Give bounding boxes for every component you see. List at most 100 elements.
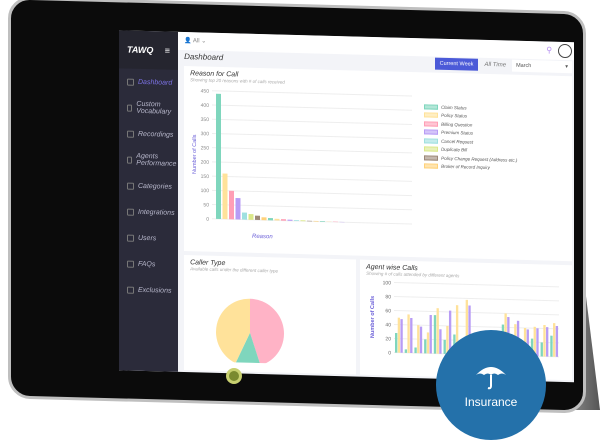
legend-swatch	[424, 113, 438, 118]
sidebar-item[interactable]: Integrations	[119, 198, 178, 226]
nav-icon	[127, 156, 132, 163]
all-time-button[interactable]: All Time	[484, 62, 506, 69]
nav-icon	[127, 78, 134, 85]
y-tick-label: 350	[201, 117, 210, 123]
bar[interactable]	[407, 314, 409, 353]
bar[interactable]	[294, 220, 299, 221]
legend-swatch	[424, 164, 438, 169]
bar[interactable]	[417, 325, 419, 353]
search-icon[interactable]: ⚲	[546, 46, 552, 55]
bar[interactable]	[216, 94, 221, 219]
bar[interactable]	[410, 318, 412, 353]
bar[interactable]	[420, 327, 422, 354]
main: 👤 All ⌄ ⚲ Dashboard Current Week All Tim…	[178, 32, 574, 382]
legend-label: Claim Status	[441, 105, 467, 111]
bar[interactable]	[223, 174, 228, 220]
bar[interactable]	[229, 191, 234, 220]
y-tick-label: 80	[386, 294, 392, 300]
bar[interactable]	[249, 214, 254, 220]
bar[interactable]	[275, 219, 280, 221]
legend-label: Premium Status	[441, 130, 473, 136]
current-week-button[interactable]: Current Week	[435, 57, 479, 70]
sidebar-item[interactable]: Custom Vocabulary	[119, 94, 178, 122]
bar[interactable]	[427, 332, 429, 353]
user-filter-value: All	[193, 39, 200, 45]
bar[interactable]	[398, 318, 400, 353]
y-tick-label: 40	[386, 322, 392, 328]
logo-text: TAWQ	[127, 45, 153, 56]
bar[interactable]	[434, 315, 436, 354]
bar[interactable]	[543, 325, 545, 357]
bar[interactable]	[430, 315, 432, 354]
sidebar-item[interactable]: Agents Performance	[119, 146, 178, 174]
gridline	[212, 148, 412, 153]
gridline	[394, 297, 559, 301]
period-select-value: March	[516, 63, 531, 69]
bar[interactable]	[437, 308, 439, 354]
bar[interactable]	[288, 220, 293, 221]
menu-icon[interactable]: ≡	[165, 46, 170, 56]
legend-swatch	[424, 147, 438, 152]
bar[interactable]	[424, 339, 426, 353]
caller-pie-chart	[190, 271, 350, 365]
bar[interactable]	[550, 336, 552, 357]
bar[interactable]	[262, 217, 267, 220]
legend-swatch	[424, 104, 438, 109]
y-tick-label: 0	[206, 217, 209, 223]
nav-icon	[127, 260, 134, 267]
sidebar-item[interactable]: Exclusions	[119, 276, 178, 304]
bar[interactable]	[546, 327, 548, 356]
sidebar-item-label: Dashboard	[138, 78, 172, 86]
y-tick-label: 50	[204, 202, 210, 208]
bar[interactable]	[400, 319, 402, 353]
avatar[interactable]	[558, 44, 572, 58]
legend-label: Policy Change Request (Address etc.)	[441, 156, 517, 163]
sidebar-item[interactable]: Recordings	[119, 120, 178, 148]
bar[interactable]	[553, 323, 555, 357]
gridline	[212, 91, 412, 96]
y-tick-label: 0	[388, 350, 391, 356]
bar[interactable]	[439, 329, 441, 354]
period-select[interactable]: March▾	[512, 59, 572, 73]
home-button[interactable]	[226, 368, 242, 384]
bar[interactable]	[556, 326, 558, 357]
gridline	[212, 205, 412, 210]
sidebar-item[interactable]: Dashboard	[119, 68, 178, 96]
bar[interactable]	[268, 218, 273, 220]
bar[interactable]	[242, 212, 247, 219]
bar[interactable]	[414, 347, 416, 353]
screen: TAWQ ≡ Dashboard Custom Vocabulary Recordin…	[119, 30, 574, 382]
bar[interactable]	[405, 349, 407, 353]
y-tick-label: 200	[201, 160, 210, 166]
y-axis-label: Number of Calls	[370, 296, 376, 338]
logo: TAWQ ≡	[119, 30, 178, 70]
bar[interactable]	[236, 198, 241, 219]
legend-label: Cancel Request	[441, 139, 473, 145]
gridline	[212, 162, 412, 167]
legend-swatch	[424, 130, 438, 135]
legend-label: Policy Status	[441, 113, 467, 119]
bar[interactable]	[541, 342, 543, 356]
legend-label: Duplicate Bill	[441, 147, 467, 153]
bar[interactable]	[281, 219, 286, 221]
user-icon: 👤	[184, 38, 191, 44]
sidebar-item-label: Recordings	[138, 130, 173, 138]
y-axis-label: Number of Calls	[192, 134, 198, 174]
user-filter[interactable]: 👤 All ⌄	[184, 37, 206, 45]
legend-item[interactable]: Broker of Record Inquiry	[424, 162, 517, 173]
bar[interactable]	[395, 333, 397, 353]
bar[interactable]	[255, 216, 260, 220]
gridline	[212, 105, 412, 110]
sidebar-item[interactable]: Categories	[119, 172, 178, 200]
sidebar-item[interactable]: Users	[119, 224, 178, 252]
y-tick-label: 150	[201, 174, 210, 180]
sidebar-item[interactable]: FAQs	[119, 250, 178, 278]
caller-chart-card: Caller Type Available calls under the di…	[184, 255, 356, 375]
bar[interactable]	[536, 328, 538, 356]
nav-icon	[127, 286, 134, 293]
bar[interactable]	[301, 220, 306, 221]
page-title: Dashboard	[184, 52, 429, 67]
gridline	[212, 190, 412, 195]
y-tick-label: 60	[386, 308, 392, 314]
